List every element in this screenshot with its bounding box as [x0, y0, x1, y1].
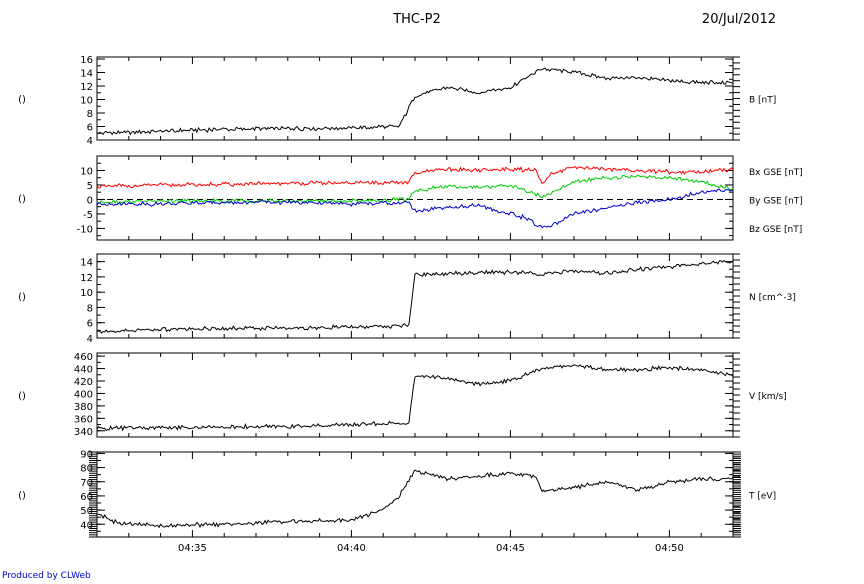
y-tick-label: 440 [74, 365, 93, 376]
y-tick-label: 0 [87, 195, 93, 206]
series-label: Bx GSE [nT] [749, 168, 803, 178]
y-tick-label: 12 [80, 273, 93, 284]
y-tick-label: 40 [80, 520, 93, 531]
y-axis-label: () [18, 95, 26, 106]
y-tick-label: 14 [80, 258, 93, 269]
series-line [96, 67, 734, 136]
y-tick-label: 380 [74, 402, 93, 413]
y-tick-label: 460 [74, 352, 93, 363]
y-tick-label: -10 [77, 224, 93, 235]
series-line [96, 188, 734, 229]
y-tick-label: 14 [80, 69, 93, 80]
panel-1: 4 6 8 10 12 14 16 () B [nT] [18, 55, 776, 147]
panel-2: -10 -5 0 5 10 () Bx GSE [nT] By GSE [nT] Bz GSE … [18, 155, 803, 241]
y-tick-label: 90 [80, 449, 93, 460]
y-tick-label: 50 [80, 506, 93, 517]
series-line [96, 259, 734, 334]
y-tick-label: 60 [80, 492, 93, 503]
series-line [96, 469, 734, 529]
series-label: V [km/s] [749, 392, 787, 402]
series-line [96, 165, 734, 189]
y-tick-label: 10 [80, 288, 93, 299]
y-axis-label: () [18, 194, 26, 205]
chart-date: 20/Jul/2012 [702, 12, 776, 27]
x-tick-label: 04:50 [655, 543, 684, 554]
x-tick-label: 04:35 [178, 543, 207, 554]
series-label: By GSE [nT] [749, 197, 803, 207]
y-tick-label: 420 [74, 377, 93, 388]
y-tick-label: 80 [80, 464, 93, 475]
y-tick-label: 8 [87, 303, 93, 314]
y-tick-label: 340 [74, 427, 93, 438]
y-tick-label: 8 [87, 109, 93, 120]
y-tick-label: -5 [83, 210, 93, 221]
credit-label: Produced by CLWeb [2, 571, 91, 581]
panel-frame [96, 451, 734, 538]
y-tick-label: 10 [80, 96, 93, 107]
panel-5: 40 50 60 70 80 90 () T [eV] [18, 449, 776, 538]
y-tick-label: 6 [87, 319, 93, 330]
y-tick-label: 400 [74, 389, 93, 400]
y-axis-label: () [18, 391, 26, 402]
panel-frame [96, 352, 734, 438]
panel-frame [96, 155, 734, 241]
y-axis-label: () [18, 292, 26, 303]
y-tick-label: 10 [80, 166, 93, 177]
series-label: B [nT] [749, 96, 776, 106]
y-tick-label: 16 [80, 55, 93, 66]
series-label: T [eV] [748, 492, 776, 502]
panel-3: 4 6 8 10 12 14 () N [cm^-3] [18, 253, 796, 345]
series-label: Bz GSE [nT] [749, 225, 802, 235]
chart-title: THC-P2 [392, 12, 441, 27]
x-tick-label: 04:45 [496, 543, 525, 554]
y-tick-label: 70 [80, 478, 93, 489]
y-tick-label: 4 [87, 334, 93, 345]
series-label: N [cm^-3] [749, 293, 796, 303]
y-tick-label: 5 [87, 181, 93, 192]
y-tick-label: 6 [87, 123, 93, 134]
y-tick-label: 360 [74, 414, 93, 425]
y-tick-label: 12 [80, 82, 93, 93]
y-tick-label: 4 [87, 136, 93, 147]
x-tick-label: 04:40 [337, 543, 366, 554]
panel-frame [96, 253, 734, 339]
series-line [96, 364, 734, 432]
series-line [96, 174, 734, 205]
panels: 4 6 8 10 12 14 16 () B [nT] -10 -5 0 5 10 () Bx GSE [nT… [18, 55, 803, 538]
x-axis: 04:35 04:40 04:45 04:50 [178, 543, 684, 554]
y-axis-label: () [18, 491, 26, 502]
